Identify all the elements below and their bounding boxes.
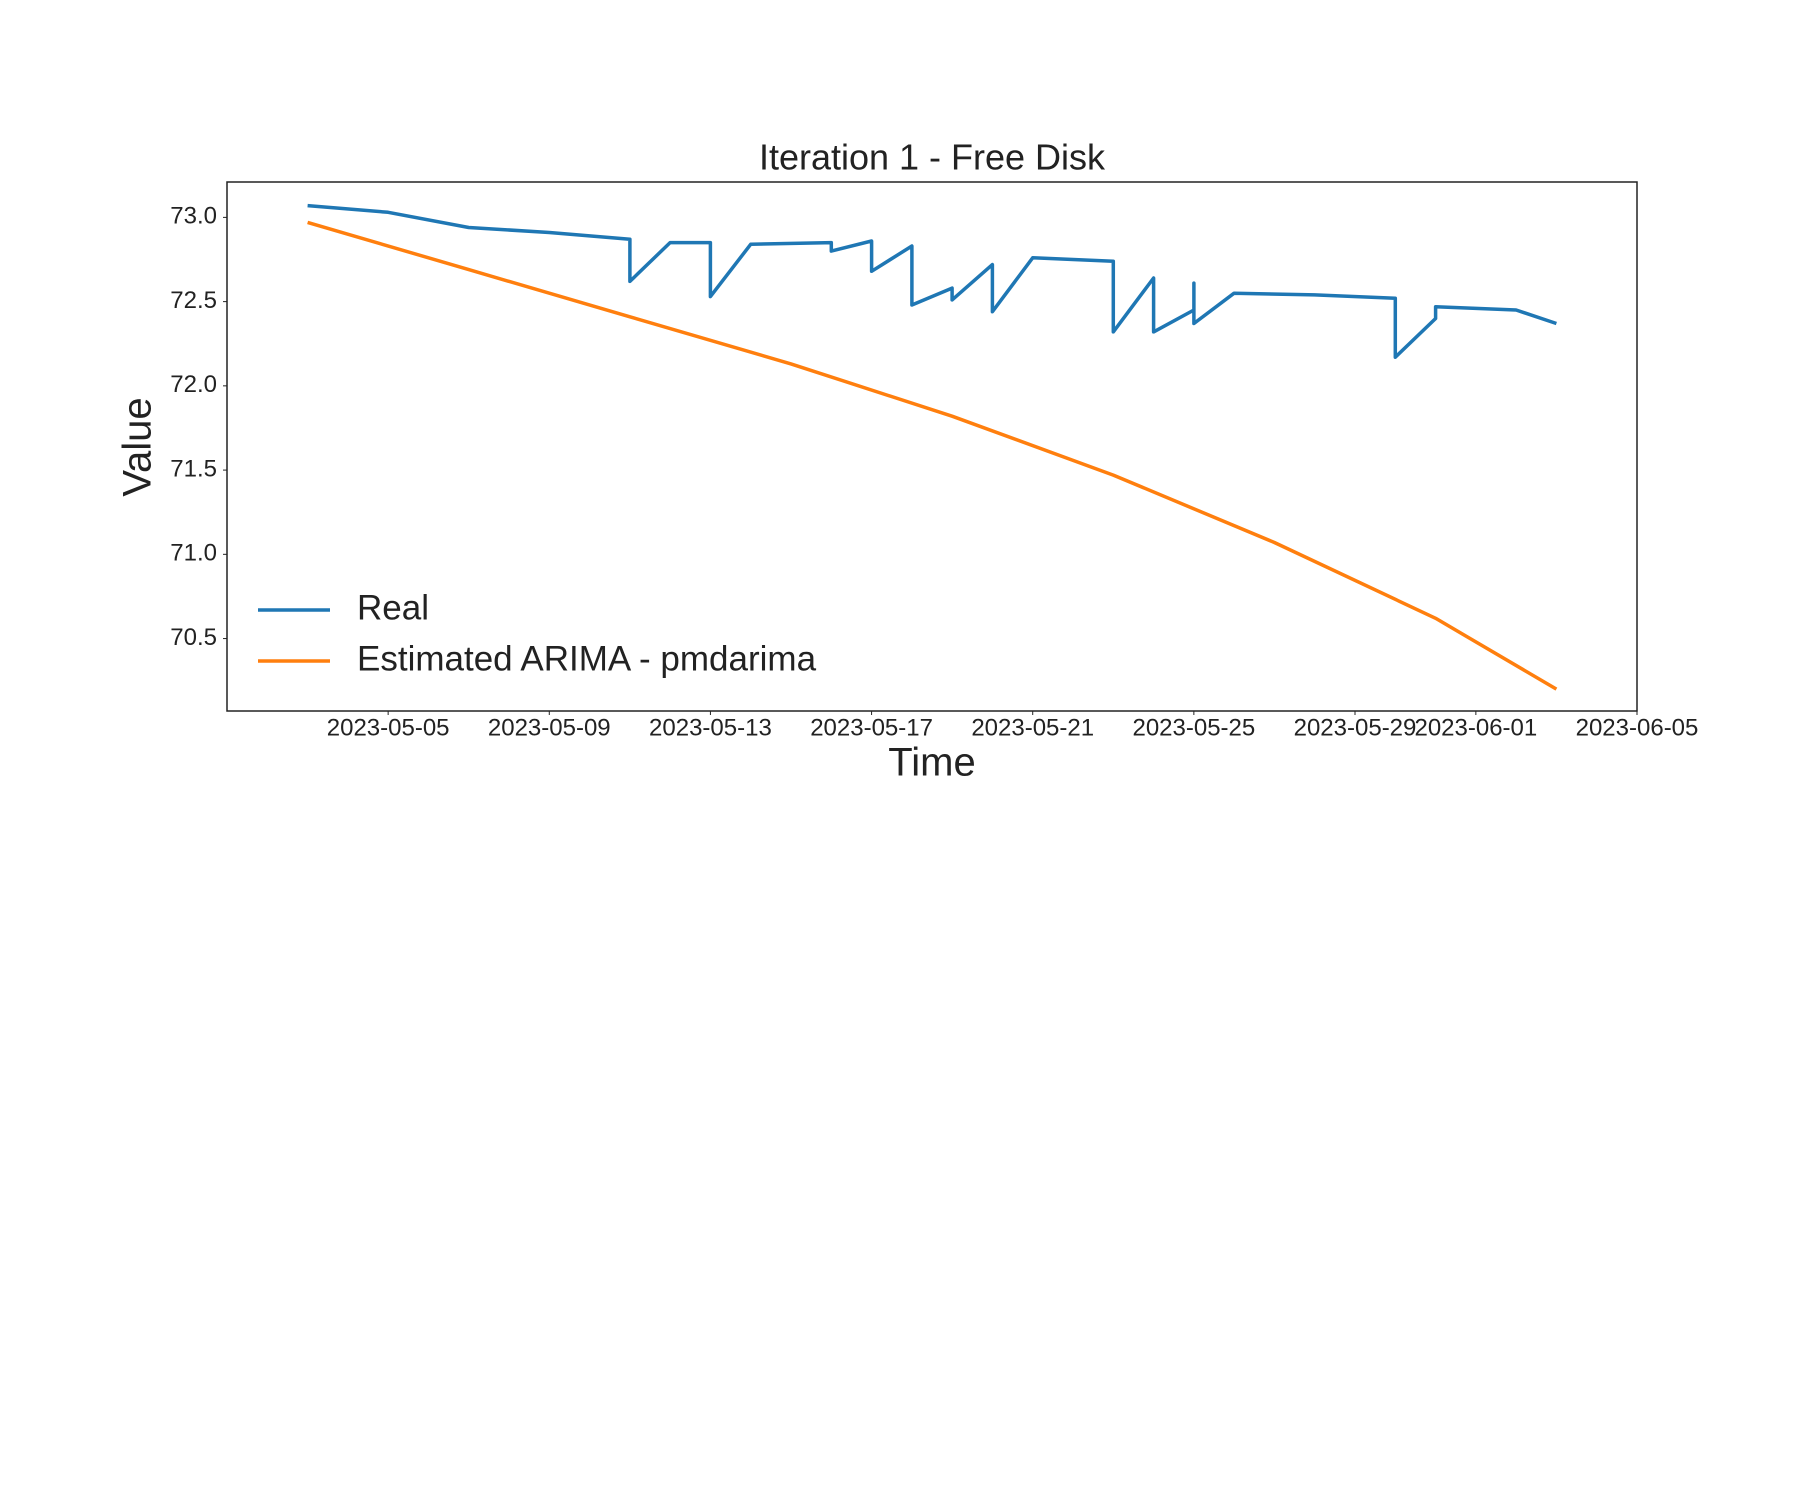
x-tick-label: 2023-05-17 [810,714,933,741]
line-series [307,203,1557,359]
y-axis-label: Value [116,397,160,496]
legend-label: Real [357,588,429,627]
legend-label: Estimated ARIMA - pmdarima [357,639,817,678]
x-tick-label: 2023-05-25 [1132,714,1255,741]
x-tick-label: 2023-05-29 [1294,714,1417,741]
x-tick-label: 2023-05-05 [327,714,450,741]
line-series [307,220,1558,691]
y-tick-label: 71.0 [170,540,217,567]
x-axis-label: Time [888,741,975,785]
y-tick-label: 73.0 [170,203,217,230]
chart-title: Iteration 1 - Free Disk [759,137,1106,178]
y-tick-label: 71.5 [170,455,217,482]
x-tick-label: 2023-05-09 [488,714,611,741]
y-tick-label: 70.5 [170,624,217,651]
y-tick-label: 72.0 [170,371,217,398]
x-tick-label: 2023-05-13 [649,714,772,741]
x-tick-label: 2023-06-05 [1576,714,1699,741]
plot-frame [226,181,1638,712]
x-tick-label: 2023-06-01 [1414,714,1537,741]
y-tick-label: 72.5 [170,287,217,314]
x-tick-label: 2023-05-21 [971,714,1094,741]
